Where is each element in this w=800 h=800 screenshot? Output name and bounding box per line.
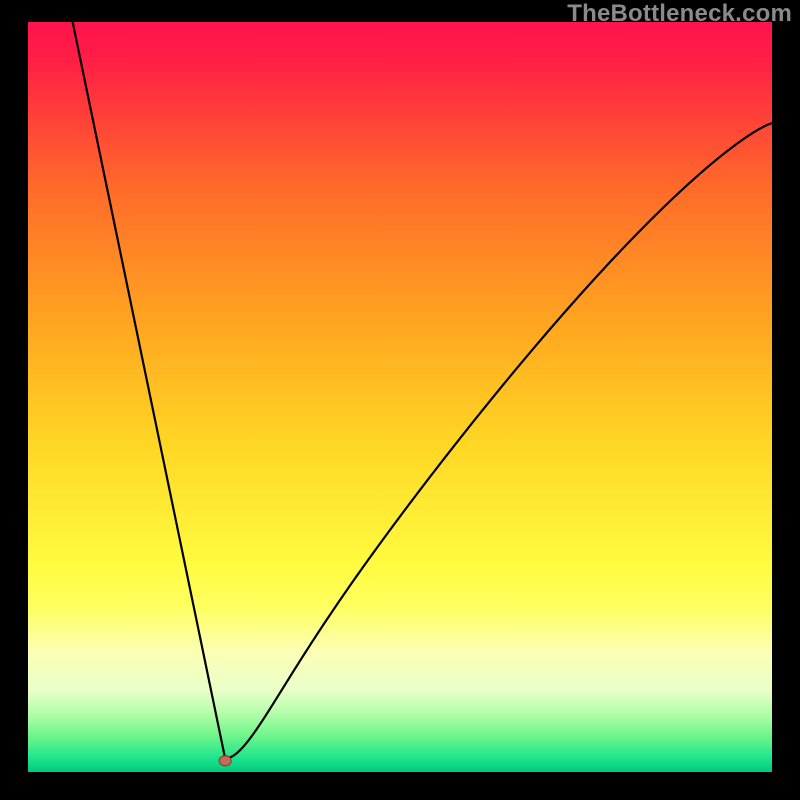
- optimal-point-marker: [219, 756, 231, 766]
- bottleneck-chart: [0, 0, 800, 800]
- watermark-text: TheBottleneck.com: [567, 0, 792, 28]
- gradient-plot-area: [28, 22, 772, 772]
